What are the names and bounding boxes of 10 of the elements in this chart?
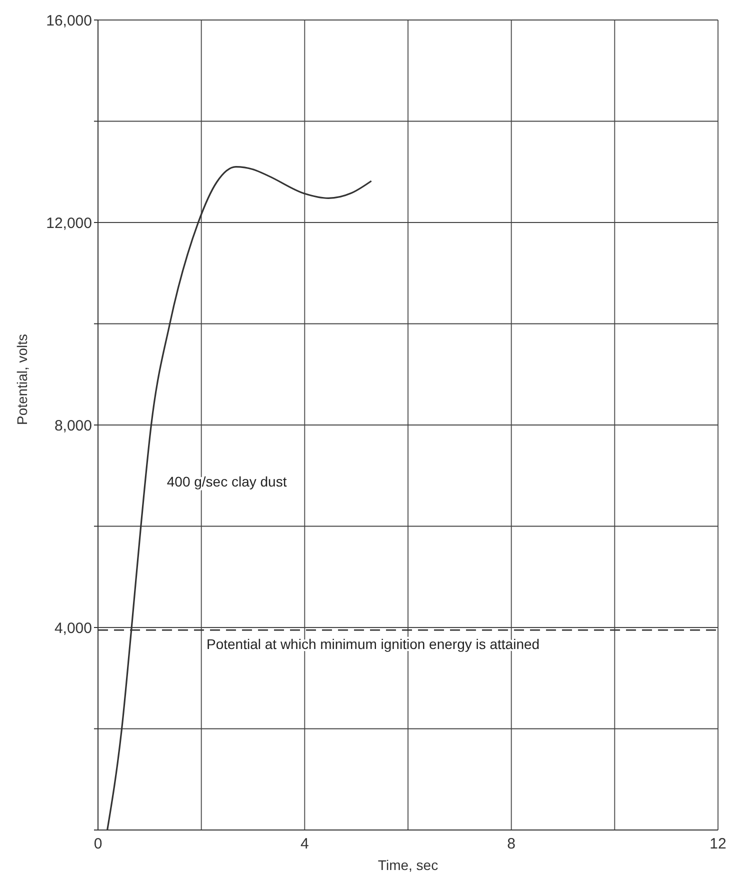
x-tick-label: 12: [710, 836, 726, 853]
y-tick-label: 4,000: [54, 620, 92, 637]
x-tick-label: 0: [94, 836, 102, 853]
x-axis-title: Time, sec: [378, 857, 438, 873]
y-axis-title: Potential, volts: [14, 334, 30, 425]
y-tick-label: 12,000: [46, 214, 92, 232]
y-tick-label: 16,000: [46, 12, 92, 30]
x-tick-label: 8: [507, 836, 516, 853]
y-tick-label: 8,000: [54, 417, 92, 434]
x-tick-label: 4: [300, 836, 309, 853]
